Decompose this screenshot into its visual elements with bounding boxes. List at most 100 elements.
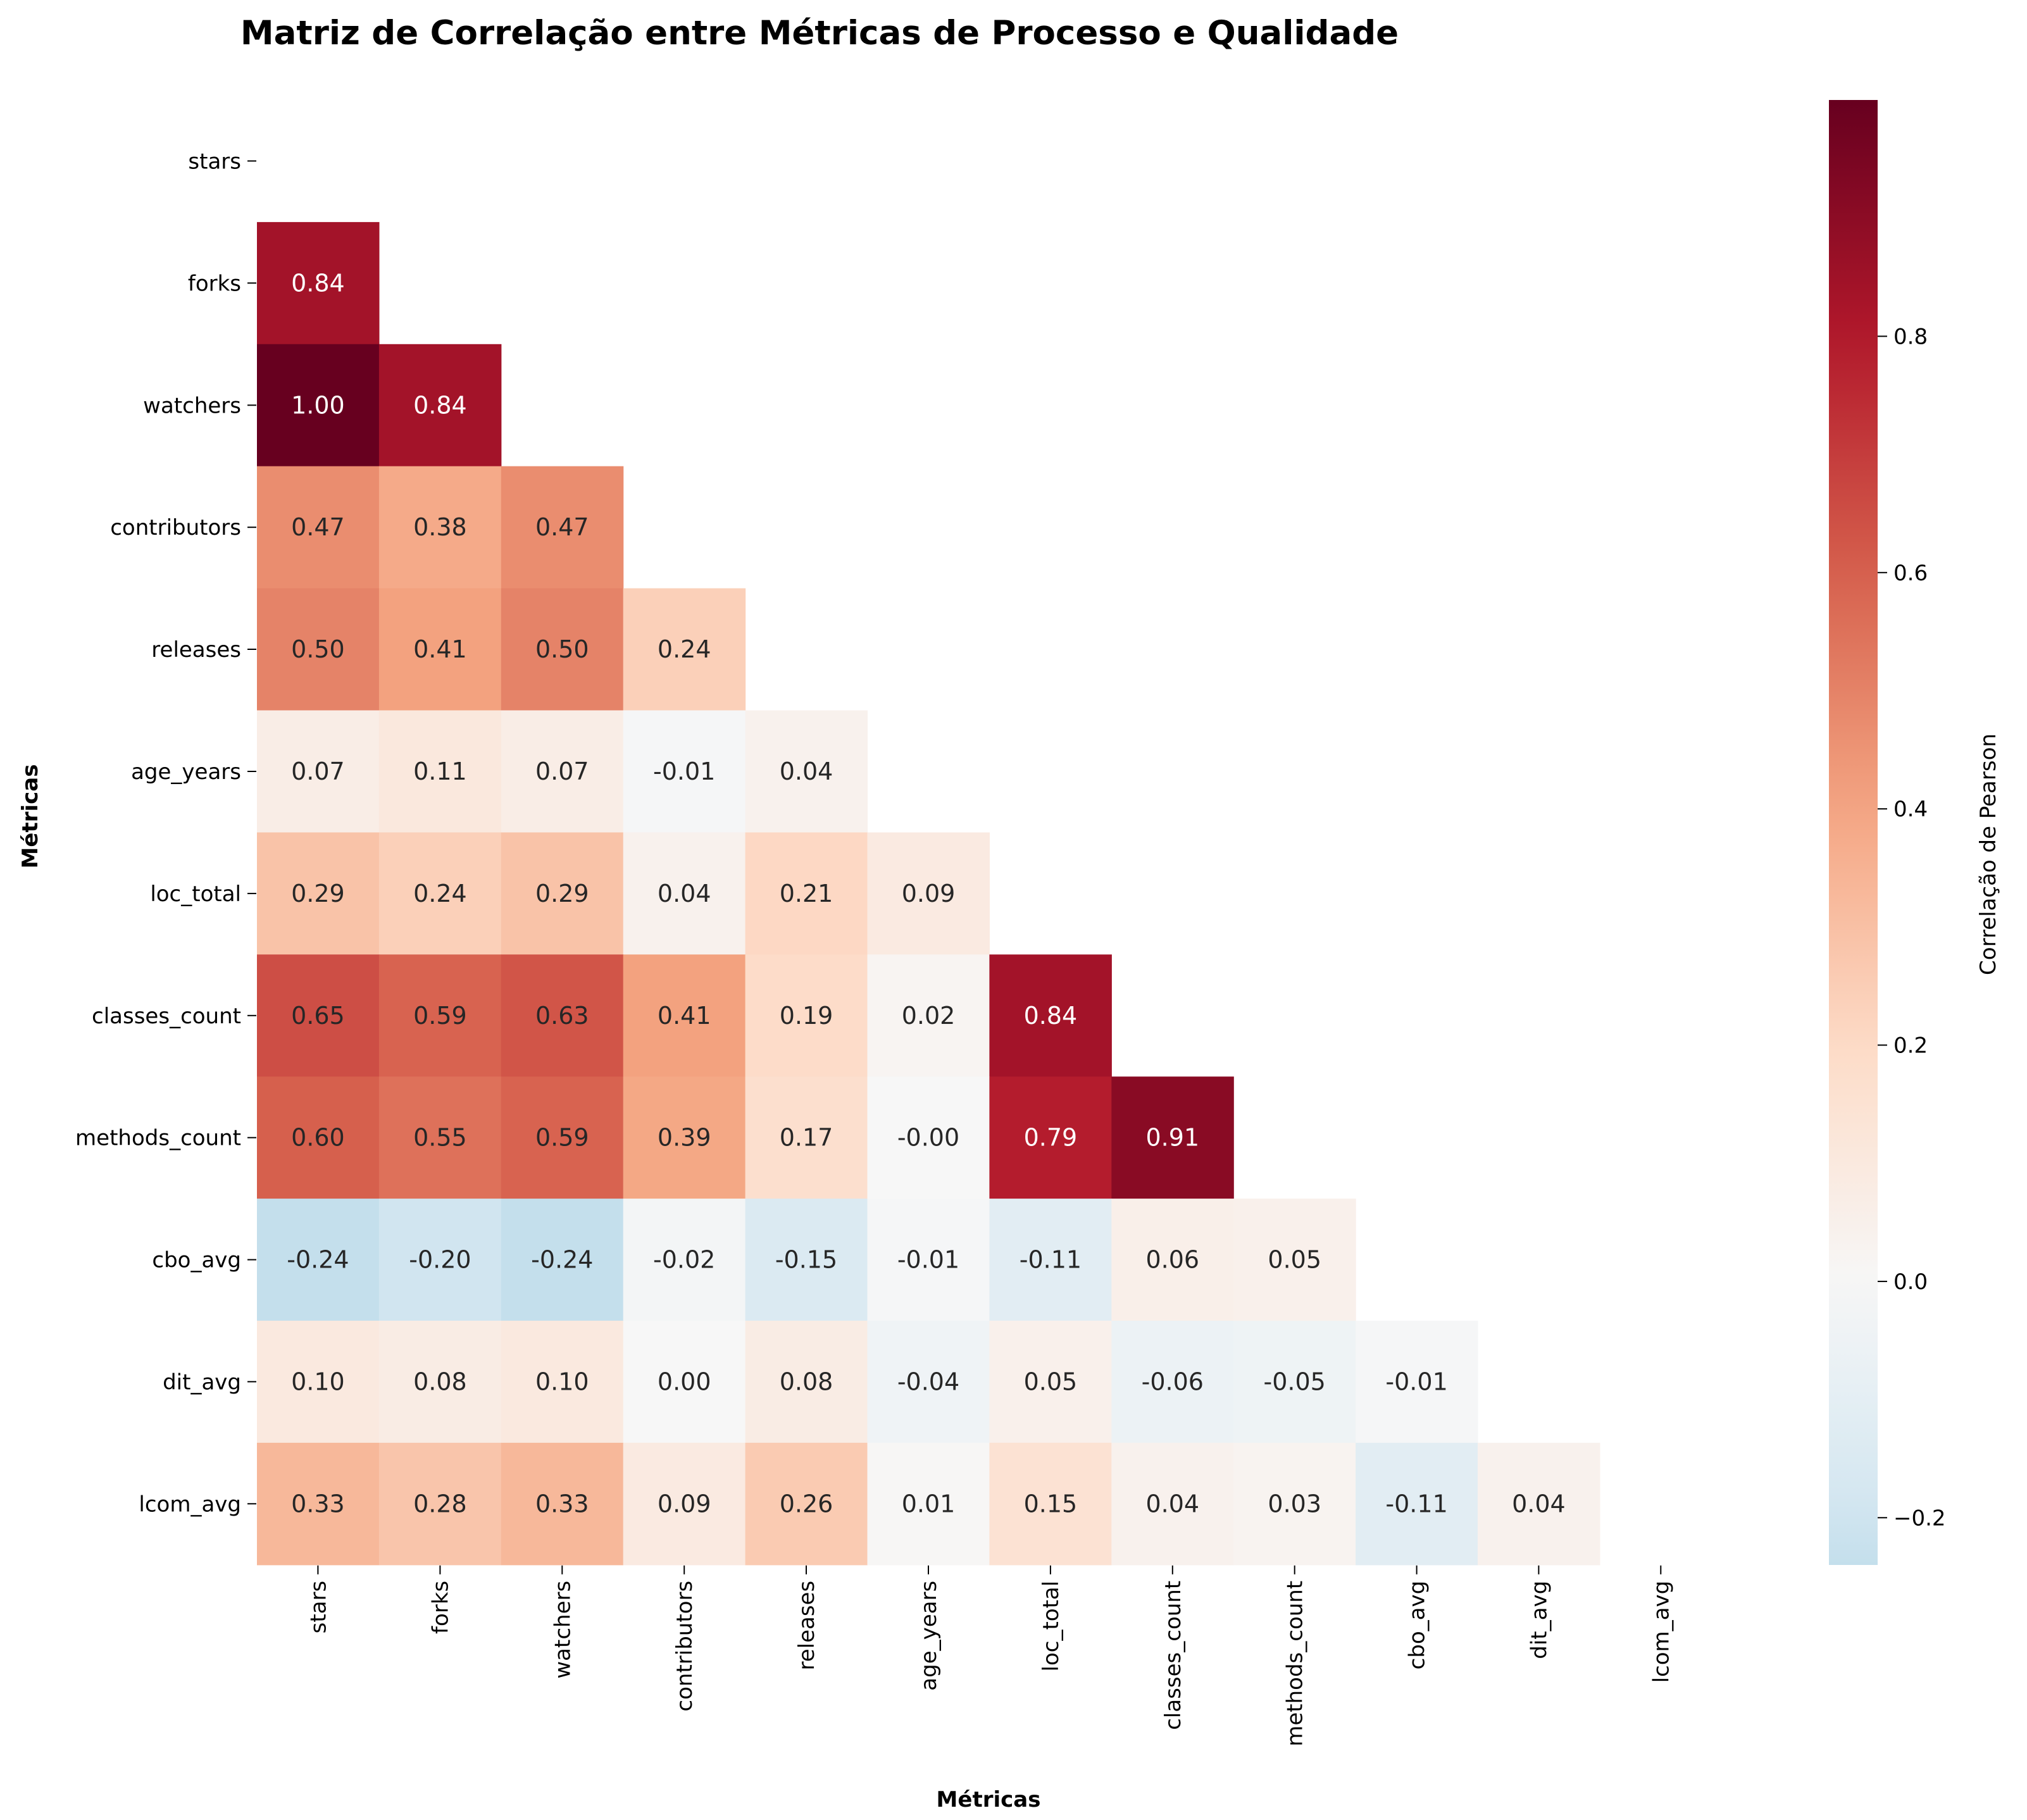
x-tick-label-loc_total: loc_total bbox=[1038, 1581, 1064, 1672]
heatmap-cell-loc_total-contributors bbox=[623, 832, 746, 955]
cell-value-label: -0.11 bbox=[1020, 1246, 1082, 1274]
heatmap-cell-releases-forks bbox=[378, 588, 502, 711]
cell-value-label: 0.10 bbox=[291, 1368, 345, 1395]
heatmap-cell-lcom_avg-classes_count bbox=[1111, 1442, 1234, 1566]
cell-value-label: 0.01 bbox=[902, 1490, 956, 1518]
cell-value-label: 0.39 bbox=[658, 1124, 711, 1152]
y-axis-title: Métricas bbox=[18, 764, 43, 869]
cell-value-label: -0.05 bbox=[1264, 1368, 1326, 1395]
colorbar-tick-label: 0.4 bbox=[1893, 797, 1928, 822]
cell-value-label: 0.08 bbox=[780, 1368, 833, 1395]
heatmap-cell-classes_count-stars bbox=[257, 954, 380, 1077]
heatmap-cell-watchers-forks bbox=[378, 344, 502, 467]
cell-value-label: 0.11 bbox=[413, 757, 467, 785]
heatmap-cell-loc_total-releases bbox=[745, 832, 868, 955]
heatmap-cell-cbo_avg-contributors bbox=[623, 1199, 746, 1321]
colorbar-tick-label: 0.6 bbox=[1893, 561, 1928, 586]
cell-value-label: 0.06 bbox=[1145, 1246, 1199, 1274]
x-tick-label-watchers: watchers bbox=[550, 1581, 575, 1679]
heatmap-cell-lcom_avg-cbo_avg bbox=[1356, 1442, 1478, 1566]
heatmap-cell-lcom_avg-dit_avg bbox=[1478, 1442, 1600, 1566]
cell-value-label: 0.84 bbox=[291, 269, 345, 297]
heatmap-cell-lcom_avg-forks bbox=[378, 1442, 502, 1566]
heatmap-cell-contributors-watchers bbox=[501, 466, 624, 589]
cell-value-label: 0.05 bbox=[1024, 1368, 1078, 1395]
heatmap-cell-lcom_avg-age_years bbox=[867, 1442, 990, 1566]
cell-value-label: 0.41 bbox=[658, 1002, 711, 1030]
heatmap-cell-loc_total-age_years bbox=[867, 832, 990, 955]
colorbar-title: Correlação de Pearson bbox=[1976, 733, 2001, 975]
heatmap-cell-dit_avg-forks bbox=[378, 1321, 502, 1443]
heatmap-cell-methods_count-stars bbox=[257, 1076, 380, 1199]
colorbar-ticks: −0.2 0.0 0.2 0.4 0.6 0.8 bbox=[1878, 324, 1946, 1531]
heatmap-cell-forks-stars bbox=[257, 221, 380, 345]
heatmap-cell-dit_avg-classes_count bbox=[1111, 1321, 1234, 1443]
cell-value-label: -0.01 bbox=[897, 1246, 959, 1274]
y-tick-label-cbo_avg: cbo_avg bbox=[152, 1248, 241, 1273]
heatmap-cell-methods_count-contributors bbox=[623, 1076, 746, 1199]
cell-value-label: 0.07 bbox=[535, 757, 589, 785]
x-tick-label-stars: stars bbox=[306, 1581, 332, 1634]
cell-value-label: 0.50 bbox=[535, 635, 589, 663]
cell-value-label: 0.08 bbox=[413, 1368, 467, 1395]
cell-value-label: 0.04 bbox=[658, 880, 711, 907]
cell-value-label: 0.84 bbox=[1024, 1002, 1078, 1030]
colorbar bbox=[1829, 100, 1878, 1565]
heatmap-cell-dit_avg-stars bbox=[257, 1321, 380, 1443]
cell-value-label: 0.55 bbox=[413, 1124, 467, 1152]
heatmap-cell-methods_count-watchers bbox=[501, 1076, 624, 1199]
heatmap-cell-lcom_avg-methods_count bbox=[1233, 1442, 1356, 1566]
x-tick-label-lcom_avg: lcom_avg bbox=[1649, 1581, 1674, 1683]
heatmap-cell-classes_count-watchers bbox=[501, 954, 624, 1077]
x-tick-label-classes_count: classes_count bbox=[1161, 1581, 1186, 1730]
colorbar-gradient bbox=[1829, 100, 1878, 1565]
cell-value-label: 0.33 bbox=[535, 1490, 589, 1518]
heatmap-cell-loc_total-stars bbox=[257, 832, 380, 955]
heatmap-cell-classes_count-releases bbox=[745, 954, 868, 1077]
cell-value-label: 0.84 bbox=[413, 391, 467, 419]
y-tick-label-age_years: age_years bbox=[131, 759, 241, 785]
heatmap-cell-lcom_avg-releases bbox=[745, 1442, 868, 1566]
y-tick-label-stars: stars bbox=[188, 149, 241, 174]
x-tick-label-releases: releases bbox=[794, 1581, 820, 1671]
x-tick-label-cbo_avg: cbo_avg bbox=[1405, 1581, 1430, 1670]
heatmap-cell-classes_count-contributors bbox=[623, 954, 746, 1077]
cell-value-label: 0.02 bbox=[902, 1002, 956, 1030]
x-tick-label-contributors: contributors bbox=[672, 1581, 697, 1712]
cell-value-label: 0.00 bbox=[658, 1368, 711, 1395]
y-tick-label-methods_count: methods_count bbox=[75, 1126, 241, 1151]
y-tick-labels: stars forks watchers contributors releases ag… bbox=[75, 149, 256, 1517]
cell-value-label: -0.06 bbox=[1142, 1368, 1204, 1395]
cell-value-label: 0.10 bbox=[535, 1368, 589, 1395]
cell-value-label: 0.24 bbox=[413, 880, 467, 907]
heatmap-cell-lcom_avg-loc_total bbox=[989, 1442, 1112, 1566]
heatmap-cell-methods_count-loc_total bbox=[989, 1076, 1112, 1199]
cell-value-label: 0.24 bbox=[658, 635, 711, 663]
cell-value-label: 0.47 bbox=[291, 513, 345, 541]
heatmap-cell-lcom_avg-watchers bbox=[501, 1442, 624, 1566]
heatmap-cell-methods_count-forks bbox=[378, 1076, 502, 1199]
cell-value-label: 0.91 bbox=[1145, 1124, 1199, 1152]
heatmap-cell-lcom_avg-stars bbox=[257, 1442, 380, 1566]
cell-value-label: 0.05 bbox=[1268, 1246, 1321, 1274]
heatmap-cell-contributors-stars bbox=[257, 466, 380, 589]
cell-value-label: -0.04 bbox=[897, 1368, 959, 1395]
colorbar-tick-label: 0.2 bbox=[1893, 1033, 1928, 1059]
cell-value-label: 0.04 bbox=[1145, 1490, 1199, 1518]
heatmap-cell-lcom_avg-contributors bbox=[623, 1442, 746, 1566]
heatmap-cell-releases-watchers bbox=[501, 588, 624, 711]
cell-value-label: 0.33 bbox=[291, 1490, 345, 1518]
cell-value-label: 0.59 bbox=[413, 1002, 467, 1030]
x-tick-label-forks: forks bbox=[428, 1581, 453, 1634]
cell-value-label: 0.17 bbox=[780, 1124, 833, 1152]
y-tick-label-classes_count: classes_count bbox=[92, 1004, 241, 1029]
heatmap-cell-methods_count-releases bbox=[745, 1076, 868, 1199]
y-tick-label-dit_avg: dit_avg bbox=[163, 1369, 241, 1395]
cell-value-label: -0.01 bbox=[653, 757, 715, 785]
cell-value-label: 0.29 bbox=[291, 880, 345, 907]
heatmap-cells: 0.84 1.00 0.84 0.47 0.38 0.47 0.50 0.41 0.50 0.24… bbox=[257, 221, 1600, 1566]
y-tick-label-lcom_avg: lcom_avg bbox=[139, 1492, 241, 1517]
cell-value-label: -0.20 bbox=[409, 1246, 471, 1274]
cell-value-label: -0.01 bbox=[1385, 1368, 1447, 1395]
heatmap-cell-age_years-forks bbox=[378, 710, 502, 833]
